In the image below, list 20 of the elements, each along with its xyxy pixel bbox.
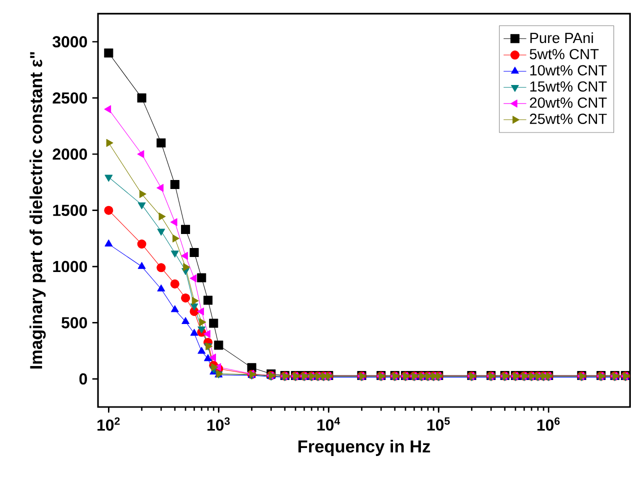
legend-label: 15wt% CNT [530,81,607,92]
y-tick-label: 2500 [52,92,87,104]
legend-label: 25wt% CNT [530,114,607,124]
x-tick-label: 10$^{5}$ [427,417,450,431]
legend-label: Pure PAni [530,32,593,44]
y-tick-label: 0 [79,373,87,385]
x-tick-label: 10$^{2}$ [98,417,120,431]
x-tick-label: 10$^{4}$ [317,417,340,431]
legend-label: 5wt% CNT [530,48,599,60]
y-tick-label: 500 [62,317,87,328]
y-tick-label: 1000 [53,260,87,272]
legend-label: 20wt% CNT [530,97,607,108]
x-axis-title: Frequency in Hz [298,440,430,456]
legend-label: 10wt% CNT [530,65,607,76]
x-tick-label: 10$^{6}$ [537,417,560,431]
x-tick-label: 10$^{3}$ [207,417,230,431]
y-axis-title: Imaginary part of dielectric constant ε" [30,52,46,369]
y-tick-label: 3000 [52,36,87,48]
y-tick-label: 1500 [53,204,87,216]
y-tick-label: 2000 [52,148,87,160]
